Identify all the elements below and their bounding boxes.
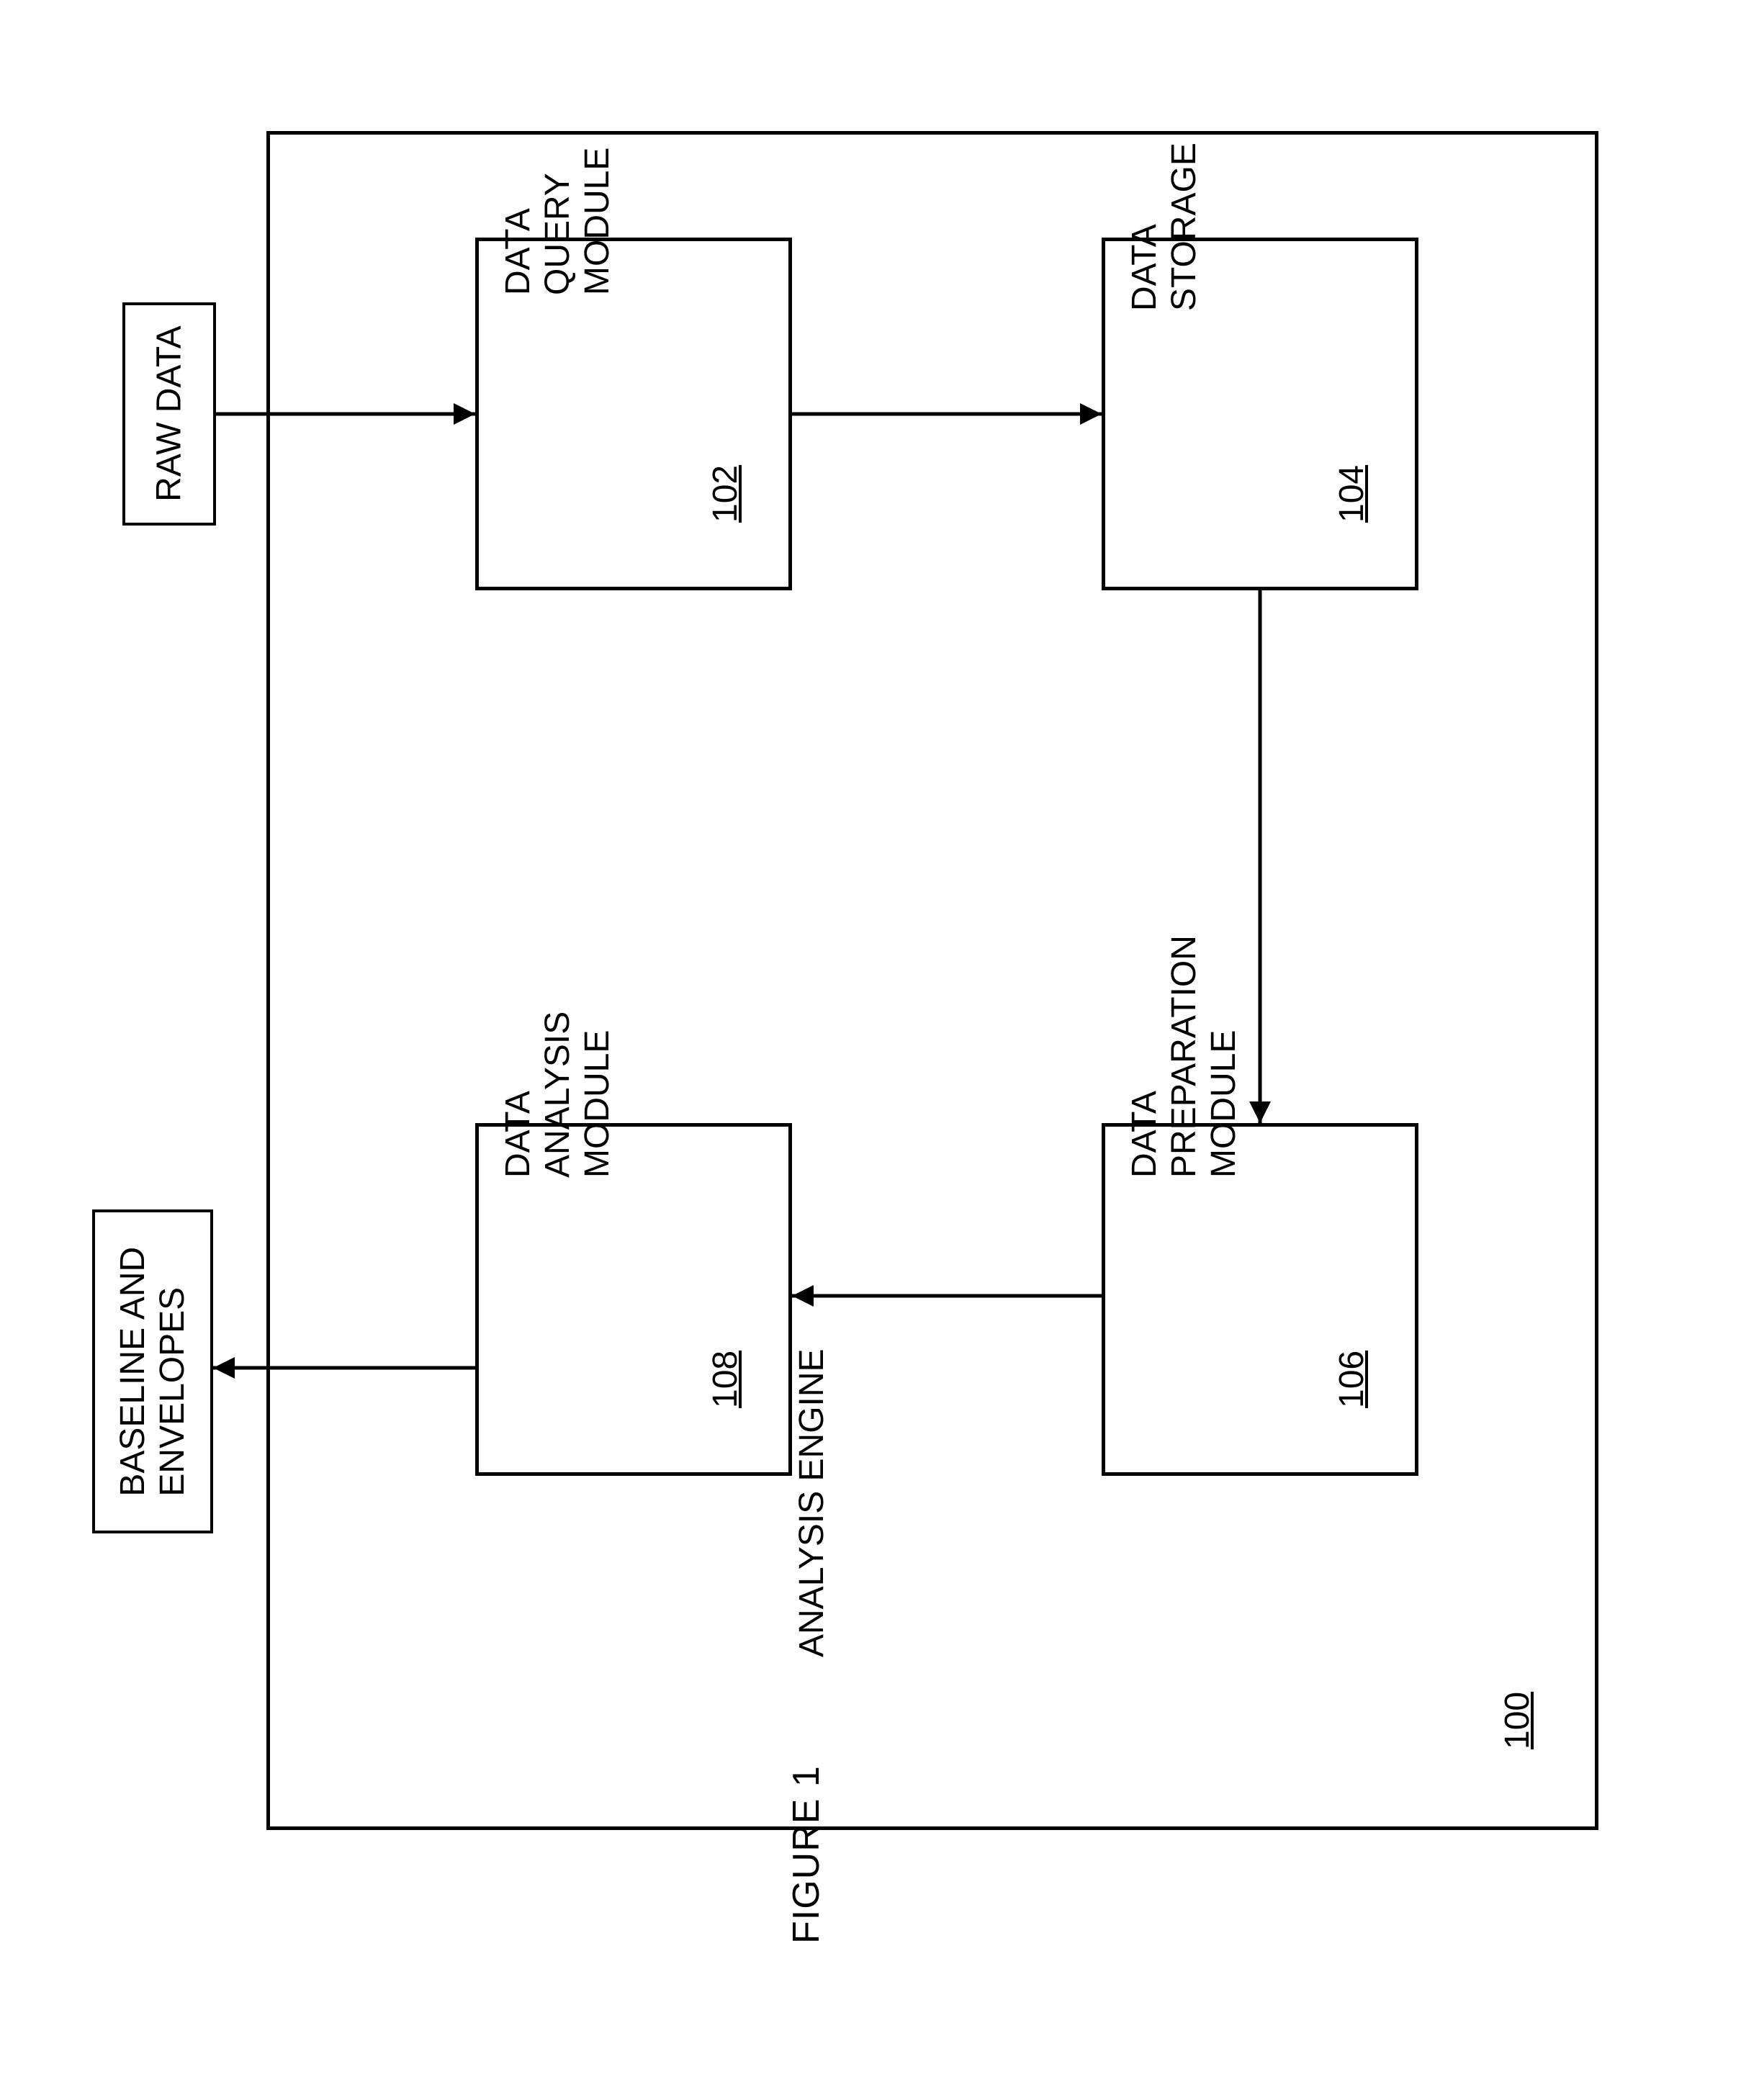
data-query-module-ref: 102 xyxy=(706,465,745,523)
figure-caption: FIGURE 1 xyxy=(785,1765,828,1944)
data-storage-ref: 104 xyxy=(1332,465,1372,523)
analysis-engine-ref: 100 xyxy=(1498,1692,1537,1749)
data-preparation-module-ref: 106 xyxy=(1332,1351,1372,1408)
data-analysis-module-label: DATA ANALYSIS MODULE xyxy=(498,1011,618,1178)
diagram-page: ANALYSIS ENGINE 100 DATA QUERY MODULE 10… xyxy=(0,0,1741,2100)
data-analysis-module-ref: 108 xyxy=(706,1351,745,1408)
raw-data-label: RAW DATA xyxy=(122,302,216,526)
data-query-module-label: DATA QUERY MODULE xyxy=(498,148,618,295)
data-storage-label: DATA STORAGE xyxy=(1125,143,1204,311)
data-preparation-module-label: DATA PREPARATION MODULE xyxy=(1125,935,1244,1178)
analysis-engine-label: ANALYSIS ENGINE xyxy=(792,1348,832,1657)
baseline-envelopes-label: BASELINE AND ENVELOPES xyxy=(92,1209,213,1533)
